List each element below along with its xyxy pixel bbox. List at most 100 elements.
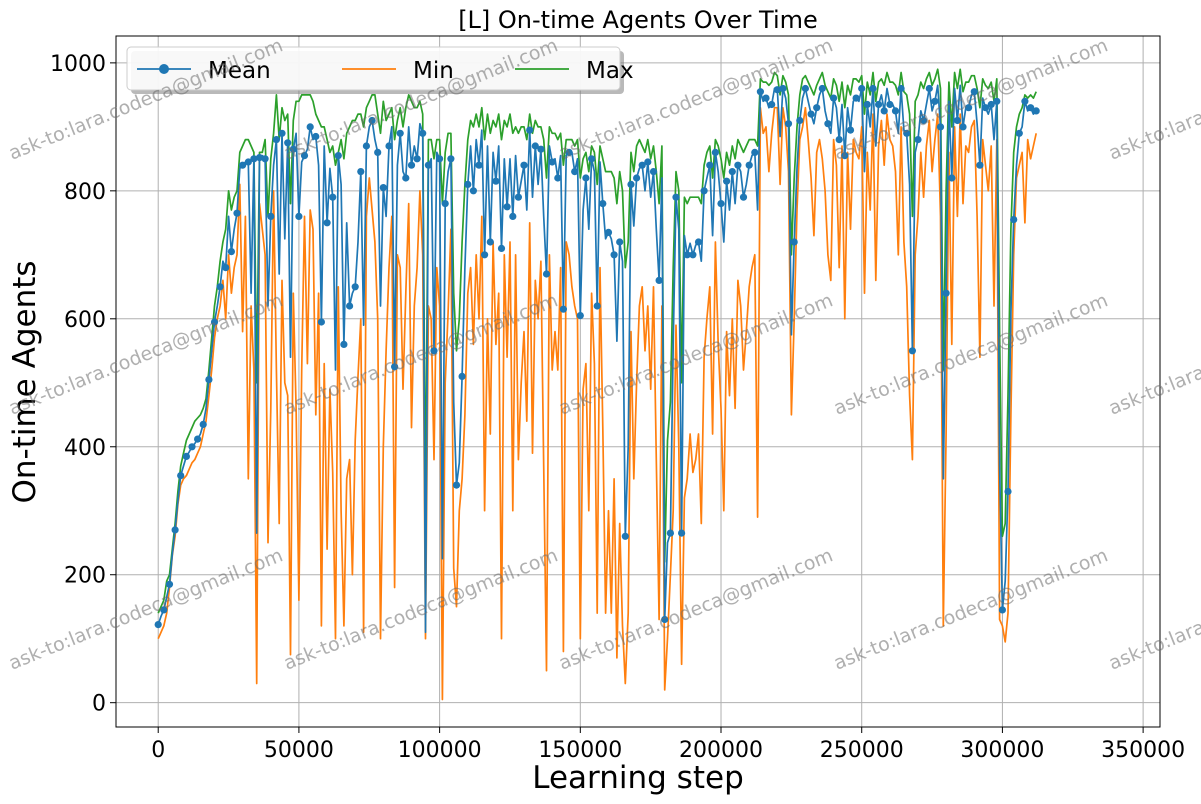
- data-point-mean: [875, 100, 883, 109]
- data-point-mean: [160, 606, 168, 614]
- data-point-mean: [402, 174, 410, 182]
- data-point-mean: [464, 180, 472, 188]
- data-point-mean: [891, 107, 900, 115]
- data-point-mean: [813, 104, 821, 112]
- data-point-mean: [362, 142, 370, 150]
- data-point-mean: [548, 158, 556, 166]
- y-tick-label: 400: [64, 436, 106, 461]
- x-axis-label: Learning step: [532, 760, 744, 796]
- data-point-mean: [576, 312, 584, 320]
- data-point-mean: [520, 161, 528, 169]
- data-point-mean: [199, 420, 207, 428]
- data-point-mean: [475, 161, 483, 169]
- data-point-mean: [514, 193, 523, 201]
- data-point-mean: [419, 129, 427, 137]
- data-point-mean: [869, 84, 877, 93]
- data-point-mean: [1032, 107, 1040, 115]
- data-point-mean: [1004, 487, 1012, 496]
- data-point-mean: [436, 155, 444, 163]
- x-tick-label: 150000: [538, 738, 622, 763]
- data-point-mean: [852, 94, 860, 102]
- data-point-mean: [599, 200, 607, 208]
- data-point-mean: [452, 481, 461, 489]
- data-point-mean: [993, 97, 1001, 105]
- y-axis-label: On-time Agents: [7, 260, 43, 503]
- data-point-mean: [920, 116, 928, 125]
- data-point-mean: [784, 120, 793, 128]
- data-point-mean: [368, 116, 376, 125]
- x-tick-label: 200000: [679, 738, 763, 763]
- data-point-mean: [424, 161, 432, 169]
- data-point-mean: [171, 526, 179, 534]
- data-point-mean: [216, 283, 224, 291]
- data-point-mean: [807, 110, 815, 118]
- data-point-mean: [284, 139, 292, 147]
- data-point-mean: [317, 318, 325, 326]
- data-point-mean: [329, 193, 337, 201]
- data-point-mean: [998, 606, 1007, 614]
- data-point-mean: [205, 376, 213, 384]
- data-point-mean: [188, 443, 196, 451]
- data-point-mean: [441, 200, 449, 208]
- data-point-mean: [447, 155, 455, 163]
- plot-frame: [115, 35, 1161, 728]
- data-point-mean: [340, 340, 348, 348]
- data-point-mean: [182, 452, 190, 460]
- data-point-mean: [965, 104, 973, 112]
- data-point-mean: [728, 168, 736, 176]
- data-point-mean: [756, 88, 765, 96]
- data-point-mean: [391, 363, 399, 371]
- data-point-mean: [942, 289, 950, 297]
- data-point-mean: [700, 187, 708, 195]
- data-point-mean: [289, 145, 297, 153]
- data-point-mean: [255, 154, 264, 162]
- data-point-mean: [970, 88, 978, 96]
- data-point-mean: [717, 200, 725, 208]
- data-point-mean: [683, 251, 691, 259]
- data-point-mean: [931, 97, 939, 105]
- data-point-mean: [261, 155, 269, 163]
- data-point-mean: [492, 177, 500, 185]
- data-point-mean: [948, 174, 956, 182]
- y-tick-label: 200: [64, 564, 106, 589]
- data-point-mean: [177, 472, 185, 480]
- data-point-mean: [588, 155, 596, 163]
- data-point-mean: [779, 84, 787, 93]
- data-point-mean: [396, 129, 404, 137]
- data-point-mean: [672, 193, 680, 201]
- data-point-mean: [694, 238, 703, 246]
- data-point-mean: [334, 152, 342, 160]
- data-point-mean: [897, 84, 905, 93]
- data-point-mean: [830, 94, 838, 102]
- data-point-mean: [858, 84, 866, 93]
- x-tick-label: 50000: [264, 738, 334, 763]
- data-point-mean: [841, 152, 849, 160]
- data-point-mean: [633, 174, 641, 182]
- data-point-mean: [351, 283, 359, 291]
- y-tick-label: 600: [64, 308, 106, 333]
- data-point-mean: [526, 126, 534, 134]
- data-point-mean: [571, 168, 579, 176]
- data-point-mean: [306, 123, 314, 131]
- data-point-mean: [908, 347, 917, 355]
- data-point-mean: [542, 270, 551, 278]
- data-point-mean: [1027, 104, 1035, 112]
- data-point-mean: [385, 142, 393, 150]
- data-point-mean: [1010, 216, 1018, 224]
- data-point-mean: [559, 305, 568, 313]
- data-point-mean: [582, 174, 590, 182]
- x-tick-label: 350000: [1101, 738, 1185, 763]
- data-point-mean: [644, 158, 652, 166]
- data-point-mean: [751, 148, 759, 156]
- data-point-mean: [413, 155, 421, 163]
- data-point-mean: [233, 209, 241, 217]
- data-point-mean: [768, 100, 776, 109]
- legend-items: Mean Min Max: [137, 58, 634, 84]
- data-point-mean: [239, 161, 247, 169]
- data-point-mean: [469, 187, 477, 195]
- data-point-mean: [925, 84, 933, 93]
- data-point-mean: [1021, 97, 1029, 105]
- data-point-mean: [357, 168, 365, 176]
- data-point-mean: [222, 264, 230, 272]
